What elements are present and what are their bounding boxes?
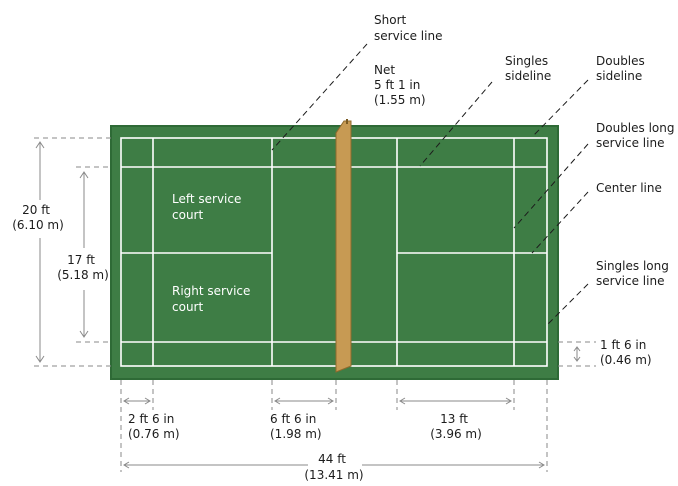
net (335, 120, 352, 373)
court-lines (120, 137, 548, 367)
short-service-line-label: Short service line (374, 13, 442, 43)
singles-sideline-leader (419, 81, 493, 167)
width-20ft-label: 20 ft (6.10 m) (12, 203, 64, 232)
width-17ft-label: 17 ft (5.18 m) (57, 253, 109, 282)
center-line-label: Center line (596, 181, 662, 195)
pointer-leaders (271, 43, 589, 326)
left-service-court-label: Left service court (172, 192, 245, 222)
dim-2ft6-label: 2 ft 6 in (0.76 m) (128, 412, 180, 441)
net-label: Net 5 ft 1 in (1.55 m) (374, 63, 426, 107)
doubles-long-service-line-leader (513, 143, 589, 229)
singles-sideline-label: Singles sideline (505, 54, 552, 83)
singles-long-service-line-label: Singles long service line (596, 259, 673, 288)
doubles-sideline-leader (531, 79, 589, 138)
dim-6ft6-label: 6 ft 6 in (1.98 m) (270, 412, 322, 441)
dimension-lines (34, 137, 596, 472)
doubles-boundary (120, 137, 548, 367)
length-44ft-label: 44 ft (13.41 m) (304, 452, 363, 482)
doubles-sideline-label: Doubles sideline (596, 54, 649, 83)
dim-13ft-label: 13 ft (3.96 m) (430, 412, 482, 441)
right-service-court-label: Right service court (172, 284, 254, 314)
center-line-leader (531, 191, 589, 254)
back-1ft6-label: 1 ft 6 in (0.46 m) (600, 338, 652, 367)
doubles-long-service-line-label: Doubles long service line (596, 121, 678, 150)
short-service-line-leader (271, 43, 368, 151)
